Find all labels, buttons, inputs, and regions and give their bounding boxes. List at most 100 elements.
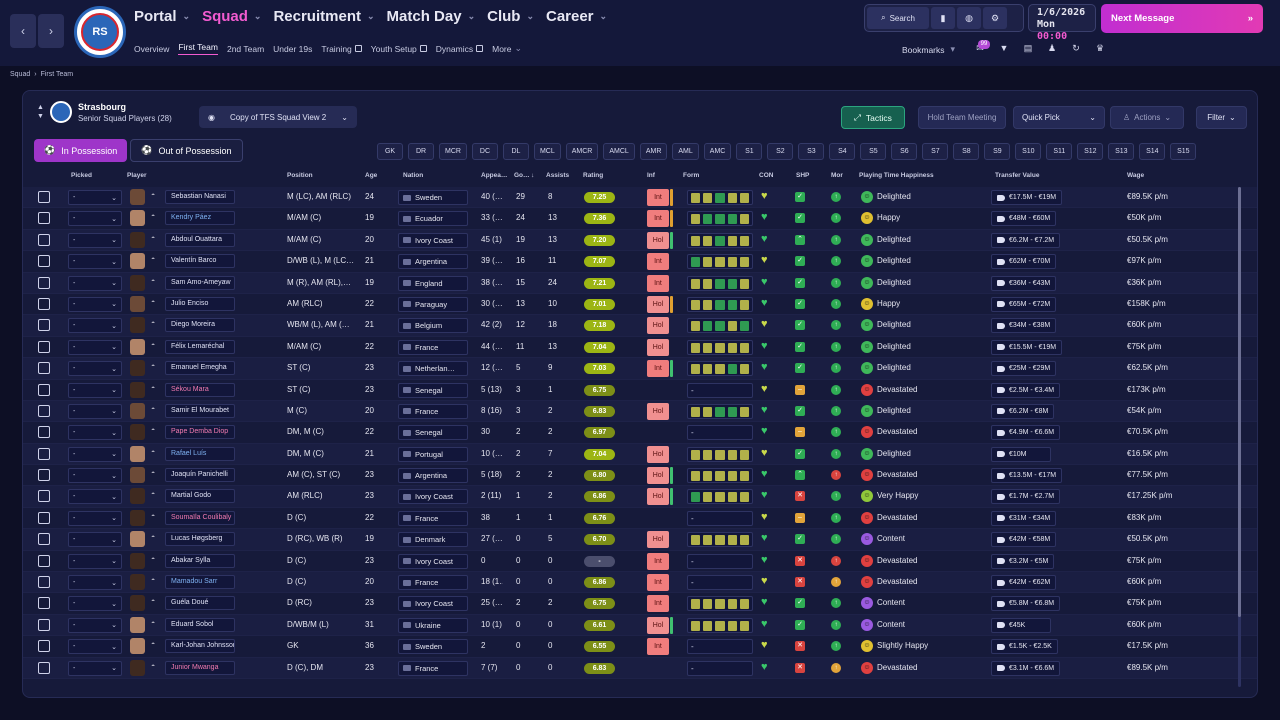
player-nation[interactable]: Denmark: [398, 532, 468, 548]
menu-portal[interactable]: Portal ⌄: [134, 8, 190, 25]
table-row[interactable]: - ⌄ ◓ Martial Godo AM (RLC) 23 Ivory Coast 2 (1…: [23, 486, 1257, 508]
picked-dropdown[interactable]: - ⌄: [68, 596, 122, 612]
position-tab-amcl[interactable]: AMCL: [603, 143, 635, 160]
picked-dropdown[interactable]: - ⌄: [68, 361, 122, 377]
transfer-value[interactable]: €42M - €58M: [991, 532, 1057, 548]
transfer-value[interactable]: €3.2M - €5M: [991, 553, 1055, 569]
table-row[interactable]: - ⌄ ◓ Lucas Høgsberg D (RC), WB (R) 19 Denmark…: [23, 529, 1257, 551]
table-row[interactable]: - ⌄ ◓ Sebastian Nanasi M (LC), AM (RLC) 24 Swe…: [23, 187, 1257, 209]
picked-dropdown[interactable]: - ⌄: [68, 254, 122, 270]
scrollbar[interactable]: [1238, 187, 1241, 687]
player-name[interactable]: Sam Amo-Ameyaw: [165, 275, 235, 290]
position-tab-s8[interactable]: S8: [953, 143, 980, 160]
player-nation[interactable]: Argentina: [398, 468, 468, 484]
submenu-more[interactable]: More ⌄: [492, 42, 522, 55]
picked-dropdown[interactable]: - ⌄: [68, 425, 122, 441]
globe-button[interactable]: ◍: [957, 7, 981, 29]
player-nation[interactable]: Ivory Coast: [398, 553, 468, 569]
bookmark-button[interactable]: ▮: [931, 7, 955, 29]
submenu-under-19s[interactable]: Under 19s: [273, 42, 312, 55]
position-tab-s14[interactable]: S14: [1139, 143, 1166, 160]
row-checkbox[interactable]: [38, 490, 50, 503]
player-nation[interactable]: Ukraine: [398, 617, 468, 633]
col-goals[interactable]: Go…: [514, 172, 530, 179]
row-checkbox[interactable]: [38, 297, 50, 310]
row-checkbox[interactable]: [38, 597, 50, 610]
picked-dropdown[interactable]: - ⌄: [68, 468, 122, 484]
row-checkbox[interactable]: [38, 340, 50, 353]
breadcrumb-squad[interactable]: Squad: [10, 71, 31, 78]
picked-dropdown[interactable]: - ⌄: [68, 660, 122, 676]
transfer-value[interactable]: €65M - €72M: [991, 296, 1057, 312]
transfer-value[interactable]: €15.5M - €19M: [991, 339, 1063, 355]
refresh-icon[interactable]: ↻: [1072, 42, 1080, 53]
player-name[interactable]: Abakar Sylla: [165, 553, 235, 568]
hold-team-meeting-button[interactable]: Hold Team Meeting: [918, 106, 1006, 129]
position-tab-dc[interactable]: DC: [471, 143, 498, 160]
player-name[interactable]: Pape Demba Diop: [165, 425, 235, 440]
submenu-youth-setup[interactable]: Youth Setup: [371, 42, 427, 55]
player-name[interactable]: Mamadou Sarr: [165, 575, 235, 590]
col-position[interactable]: Position: [287, 172, 313, 179]
col-picked[interactable]: Picked: [71, 172, 92, 179]
table-row[interactable]: - ⌄ ◓ Abakar Sylla D (C) 23 Ivory Coast 0 0 0- Int…: [23, 551, 1257, 573]
table-row[interactable]: - ⌄ ◓ Emanuel Emegha ST (C) 23 Netherlan… 12 (……: [23, 358, 1257, 380]
player-name[interactable]: Félix Lemaréchal: [165, 339, 235, 354]
position-tab-amc[interactable]: AMC: [703, 143, 732, 160]
picked-dropdown[interactable]: - ⌄: [68, 446, 122, 462]
picked-dropdown[interactable]: - ⌄: [68, 510, 122, 526]
picked-dropdown[interactable]: - ⌄: [68, 339, 122, 355]
col-shp[interactable]: SHP: [796, 172, 810, 179]
position-tab-mcl[interactable]: MCL: [533, 143, 561, 160]
next-message-button[interactable]: Next Message »: [1101, 4, 1263, 33]
position-tab-s15[interactable]: S15: [1170, 143, 1197, 160]
table-row[interactable]: - ⌄ ◓ Joaquín Panichelli AM (C), ST (C) 23 Arg…: [23, 465, 1257, 487]
col-nation[interactable]: Nation: [403, 172, 424, 179]
player-name[interactable]: Emanuel Emegha: [165, 361, 235, 376]
player-nation[interactable]: Paraguay: [398, 296, 468, 312]
transfer-value[interactable]: €6.2M - €8M: [991, 403, 1055, 419]
club-logo[interactable]: RS: [74, 6, 126, 58]
people-icon[interactable]: ♟: [1047, 42, 1057, 53]
table-row[interactable]: - ⌄ ◓ Rafael Luís DM, M (C) 21 Portugal 10 (… 2 7…: [23, 443, 1257, 466]
transfer-value[interactable]: €25M - €29M: [991, 361, 1057, 377]
sort-arrows[interactable]: ▲ ▼: [37, 103, 44, 121]
col-wage[interactable]: Wage: [1127, 172, 1145, 179]
player-nation[interactable]: France: [398, 660, 468, 676]
table-row[interactable]: - ⌄ ◓ Karl-Johan Johnsson GK 36 Sweden 2 0 0 6.55 I…: [23, 636, 1257, 658]
menu-squad[interactable]: Squad ⌄: [202, 8, 261, 25]
player-nation[interactable]: France: [398, 510, 468, 526]
position-tab-s1[interactable]: S1: [736, 143, 763, 160]
picked-dropdown[interactable]: - ⌄: [68, 232, 122, 248]
filter-button[interactable]: Filter ⌄: [1196, 106, 1247, 129]
player-name[interactable]: Guéla Doué: [165, 596, 235, 611]
row-checkbox[interactable]: [38, 469, 50, 482]
player-nation[interactable]: France: [398, 403, 468, 419]
row-checkbox[interactable]: [38, 255, 50, 268]
table-row[interactable]: - ⌄ ◓ Diego Moreira WB/M (L), AM (… 21 Belgium…: [23, 315, 1257, 337]
position-tab-s3[interactable]: S3: [798, 143, 825, 160]
back-button[interactable]: ‹: [10, 14, 36, 48]
submenu-dynamics[interactable]: Dynamics: [436, 42, 484, 55]
position-tab-s9[interactable]: S9: [984, 143, 1011, 160]
table-row[interactable]: - ⌄ ◓ Eduard Sobol D/WB/M (L) 31 Ukraine 10 (1)…: [23, 614, 1257, 637]
player-name[interactable]: Sékou Mara: [165, 382, 235, 397]
position-tab-s10[interactable]: S10: [1015, 143, 1042, 160]
transfer-value[interactable]: €34M - €38M: [991, 318, 1057, 334]
player-nation[interactable]: Belgium: [398, 318, 468, 334]
position-tab-amr[interactable]: AMR: [639, 143, 668, 160]
col-rating[interactable]: Rating: [583, 172, 604, 179]
player-name[interactable]: Diego Moreira: [165, 318, 235, 333]
col-inf[interactable]: Inf: [647, 172, 655, 179]
search-button[interactable]: ⌕ Search: [867, 7, 929, 29]
view-selector[interactable]: ◉ Copy of TFS Squad View 2 ⌄: [199, 106, 357, 128]
col-assists[interactable]: Assists: [546, 172, 570, 179]
tactics-button[interactable]: ⤢ Tactics: [841, 106, 905, 129]
transfer-value[interactable]: €62M - €70M: [991, 254, 1057, 270]
player-nation[interactable]: Ivory Coast: [398, 489, 468, 505]
submenu-2nd-team[interactable]: 2nd Team: [227, 42, 264, 55]
picked-dropdown[interactable]: - ⌄: [68, 617, 122, 633]
player-nation[interactable]: England: [398, 275, 468, 291]
col-happiness[interactable]: Playing Time Happiness: [859, 172, 934, 179]
